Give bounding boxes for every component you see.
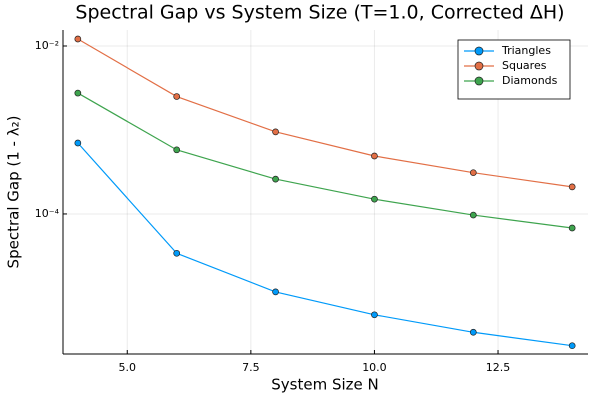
data-point <box>173 93 181 100</box>
x-axis-label: System Size N <box>271 376 378 394</box>
data-point <box>173 146 181 154</box>
y-axis-label: Spectral Gap (1 - λ₂) <box>5 116 23 269</box>
data-point <box>568 224 576 232</box>
data-point <box>469 328 477 336</box>
data-point <box>469 211 477 219</box>
x-tick-label: 12.5 <box>486 361 511 374</box>
data-point <box>272 288 279 296</box>
legend-label: Squares <box>502 59 547 72</box>
series-line <box>77 38 573 188</box>
y-tick-label: 10⁻⁴ <box>35 207 60 220</box>
legend-label: Diamonds <box>502 74 558 87</box>
data-point <box>173 249 181 257</box>
data-point <box>469 169 477 177</box>
series-line <box>77 92 573 229</box>
x-tick-label: 7.5 <box>242 361 260 374</box>
data-point <box>74 35 82 43</box>
chart-title: Spectral Gap vs System Size (T=1.0, Corr… <box>75 2 564 24</box>
y-tick-label: 10⁻² <box>35 39 59 52</box>
legend-marker <box>474 61 484 71</box>
data-point <box>74 139 82 147</box>
x-tick-label: 5.0 <box>119 361 137 374</box>
data-point <box>272 175 279 183</box>
x-tick-label: 10.0 <box>362 361 387 374</box>
legend-marker <box>474 76 484 86</box>
legend-label: Triangles <box>501 44 551 57</box>
data-point <box>568 183 576 191</box>
data-point <box>371 152 378 160</box>
legend: Triangles Squares Diamonds <box>457 39 571 100</box>
data-point <box>74 89 82 97</box>
data-point <box>568 342 576 350</box>
legend-marker <box>474 46 484 56</box>
series-line <box>77 142 573 347</box>
data-point <box>371 311 378 319</box>
data-point <box>272 128 279 136</box>
data-point <box>371 195 378 203</box>
